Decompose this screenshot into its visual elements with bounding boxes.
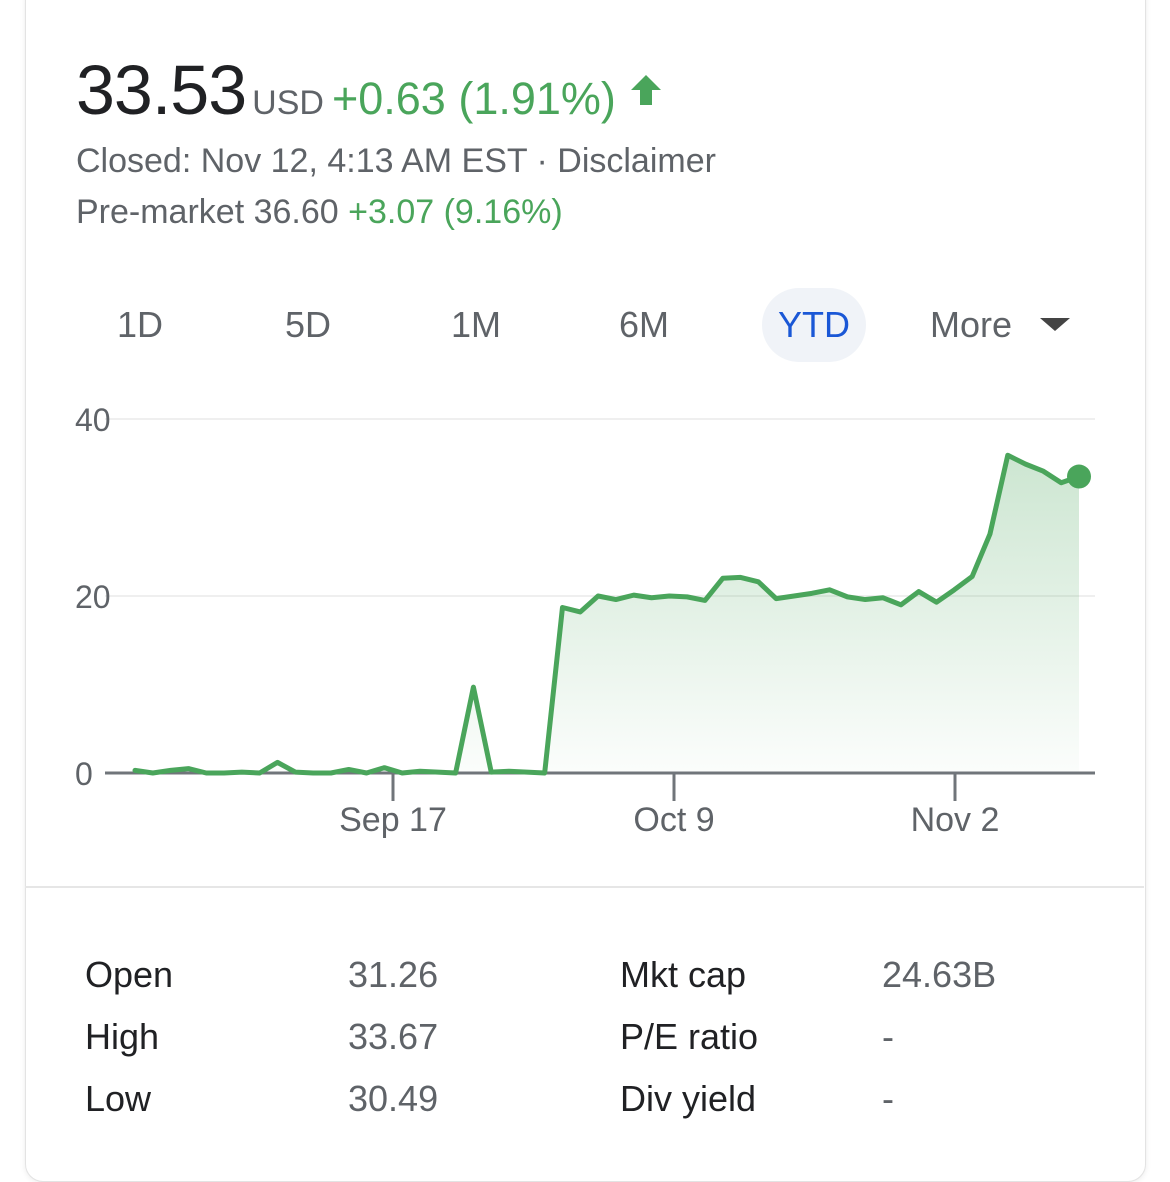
price-chart: 0 20 40 Sep 17 Oct 9 Nov 2 — [75, 402, 1095, 839]
more-dropdown[interactable]: More — [920, 288, 1080, 362]
triangle-down-icon — [1040, 318, 1071, 331]
y-tick-label: 20 — [75, 579, 111, 615]
x-tick-label: Nov 2 — [911, 801, 1000, 839]
x-tick-label: Oct 9 — [633, 801, 714, 839]
y-tick-label: 0 — [75, 756, 93, 792]
stat-label-high: High — [85, 1016, 160, 1057]
stat-label-low: Low — [85, 1078, 152, 1119]
currency-label: USD — [252, 84, 324, 122]
quote-header: 33.53 USD +0.63 (1.91%) — [76, 50, 664, 130]
tab-1d[interactable]: 1D — [90, 288, 190, 362]
stat-label-open: Open — [85, 954, 174, 995]
stat-value-pe-ratio: - — [882, 1016, 894, 1057]
range-tabs: 1D 5D 1M 6M YTD More — [60, 288, 1100, 364]
price-line — [132, 452, 1082, 776]
stat-label-pe-ratio: P/E ratio — [620, 1016, 759, 1057]
stat-value-high: 33.67 — [348, 1016, 439, 1057]
tab-label: 5D — [284, 304, 332, 345]
area-fill — [135, 455, 1079, 773]
price-change: +0.63 (1.91%) — [331, 73, 616, 124]
premarket-row: Pre-market 36.60 +3.07 (9.16%) — [76, 193, 563, 232]
tab-label: 1D — [116, 304, 164, 345]
tab-6m[interactable]: 6M — [594, 288, 694, 362]
stat-value-mkt-cap: 24.63B — [882, 954, 997, 995]
closed-status: Closed: Nov 12, 4:13 AM EST · Disclaimer — [76, 142, 716, 180]
stat-value-div-yield: - — [882, 1078, 894, 1119]
stat-label-div-yield: Div yield — [620, 1078, 757, 1119]
tab-label: YTD — [778, 304, 850, 345]
tab-label: 6M — [618, 304, 669, 345]
tab-5d[interactable]: 5D — [258, 288, 358, 362]
divider — [25, 886, 1144, 888]
premarket-change: +3.07 (9.16%) — [348, 193, 563, 231]
y-tick-label: 40 — [75, 402, 111, 438]
arrow-up-icon — [628, 72, 664, 113]
tab-ytd[interactable]: YTD — [762, 288, 866, 362]
stat-value-open: 31.26 — [348, 954, 439, 995]
current-price-dot — [1067, 464, 1091, 489]
x-tick-label: Sep 17 — [339, 801, 447, 839]
stat-value-low: 30.49 — [348, 1078, 439, 1119]
tab-label: More — [929, 304, 1013, 345]
tab-1m[interactable]: 1M — [426, 288, 526, 362]
tab-label: 1M — [450, 304, 501, 345]
current-price: 33.53 — [76, 51, 247, 129]
stat-label-mkt-cap: Mkt cap — [620, 954, 747, 995]
premarket-price: Pre-market 36.60 — [76, 193, 339, 231]
